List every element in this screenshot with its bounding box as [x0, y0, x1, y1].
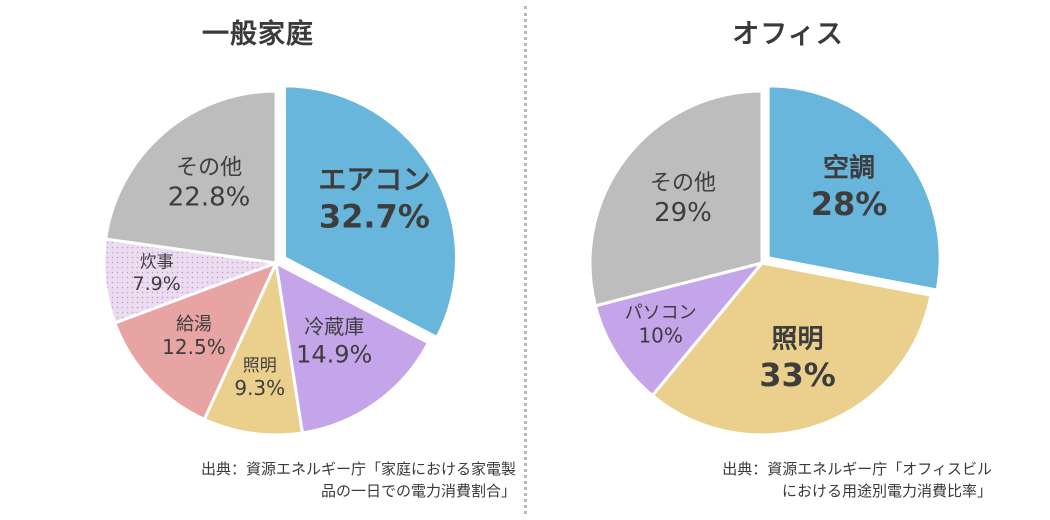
office-pie-label-slice-0: 空調 [823, 153, 875, 184]
home-pie-slice-2 [202, 261, 304, 437]
office-source-note: 出典：資源エネルギー庁「オフィスビル における用途別電力消費比率」 [722, 458, 992, 502]
office-pie-slice-1 [650, 261, 933, 437]
home-pie-value-slice-0: 32.7% [319, 197, 430, 235]
office-source-line-2: における用途別電力消費比率」 [781, 482, 992, 500]
home-pie-label-slice-0: エアコン [318, 163, 430, 196]
home-source-line-2: 品の一日での電力消費割合」 [320, 482, 516, 500]
home-pie-value-slice-4: 7.9% [133, 273, 181, 295]
home-chart-title: 一般家庭 [202, 19, 314, 50]
office-pie-label-slice-1: 照明 [772, 324, 824, 354]
home-pie-label-slice-3: 給湯 [176, 314, 212, 335]
office-pie-label-slice-2: パソコン [625, 302, 697, 323]
office-pie-panel: オフィス 空調 28% 照明 33% パソコン 10% その他 29% 出典：資源エネルギー庁… [530, 0, 1050, 520]
home-pie-label-slice-2: 照明 [243, 356, 277, 376]
office-source-line-1: 出典：資源エネルギー庁「オフィスビル [722, 460, 992, 478]
office-pie-value-slice-0: 28% [811, 185, 888, 223]
office-pie-slice-3 [588, 89, 764, 308]
home-pie-value-slice-2: 9.3% [234, 376, 285, 400]
office-chart-title: オフィス [732, 19, 844, 50]
home-source-note: 出典：資源エネルギー庁「家庭における家電製 品の一日での電力消費割合」 [201, 458, 516, 502]
home-pie-value-slice-1: 14.9% [296, 340, 372, 368]
office-pie-value-slice-3: 29% [654, 198, 712, 228]
home-pie-label-slice-5: その他 [176, 155, 242, 180]
home-pie-slice-3 [113, 261, 278, 421]
office-pie-value-slice-1: 33% [759, 356, 836, 394]
home-pie-label-slice-1: 冷蔵庫 [304, 315, 364, 339]
panel-divider [524, 6, 527, 514]
home-pie-slice-5 [104, 89, 278, 265]
office-pie-label-slice-3: その他 [650, 171, 716, 196]
home-pie-value-slice-5: 22.8% [168, 183, 251, 213]
home-pie-panel: 一般家庭 エアコン 32.7% 冷蔵庫 14.9% 照明 9.3% 給湯 12.5% 炊事 7.9… [0, 0, 520, 520]
home-pie-label-slice-4: 炊事 [140, 252, 174, 272]
home-source-line-1: 出典：資源エネルギー庁「家庭における家電製 [200, 460, 516, 478]
home-pie-value-slice-3: 12.5% [162, 335, 226, 359]
office-pie-value-slice-2: 10% [638, 323, 682, 347]
home-pie-slice-0 [283, 84, 459, 340]
home-pie-slice-1 [274, 261, 430, 435]
office-pie-slice-0 [766, 84, 942, 292]
